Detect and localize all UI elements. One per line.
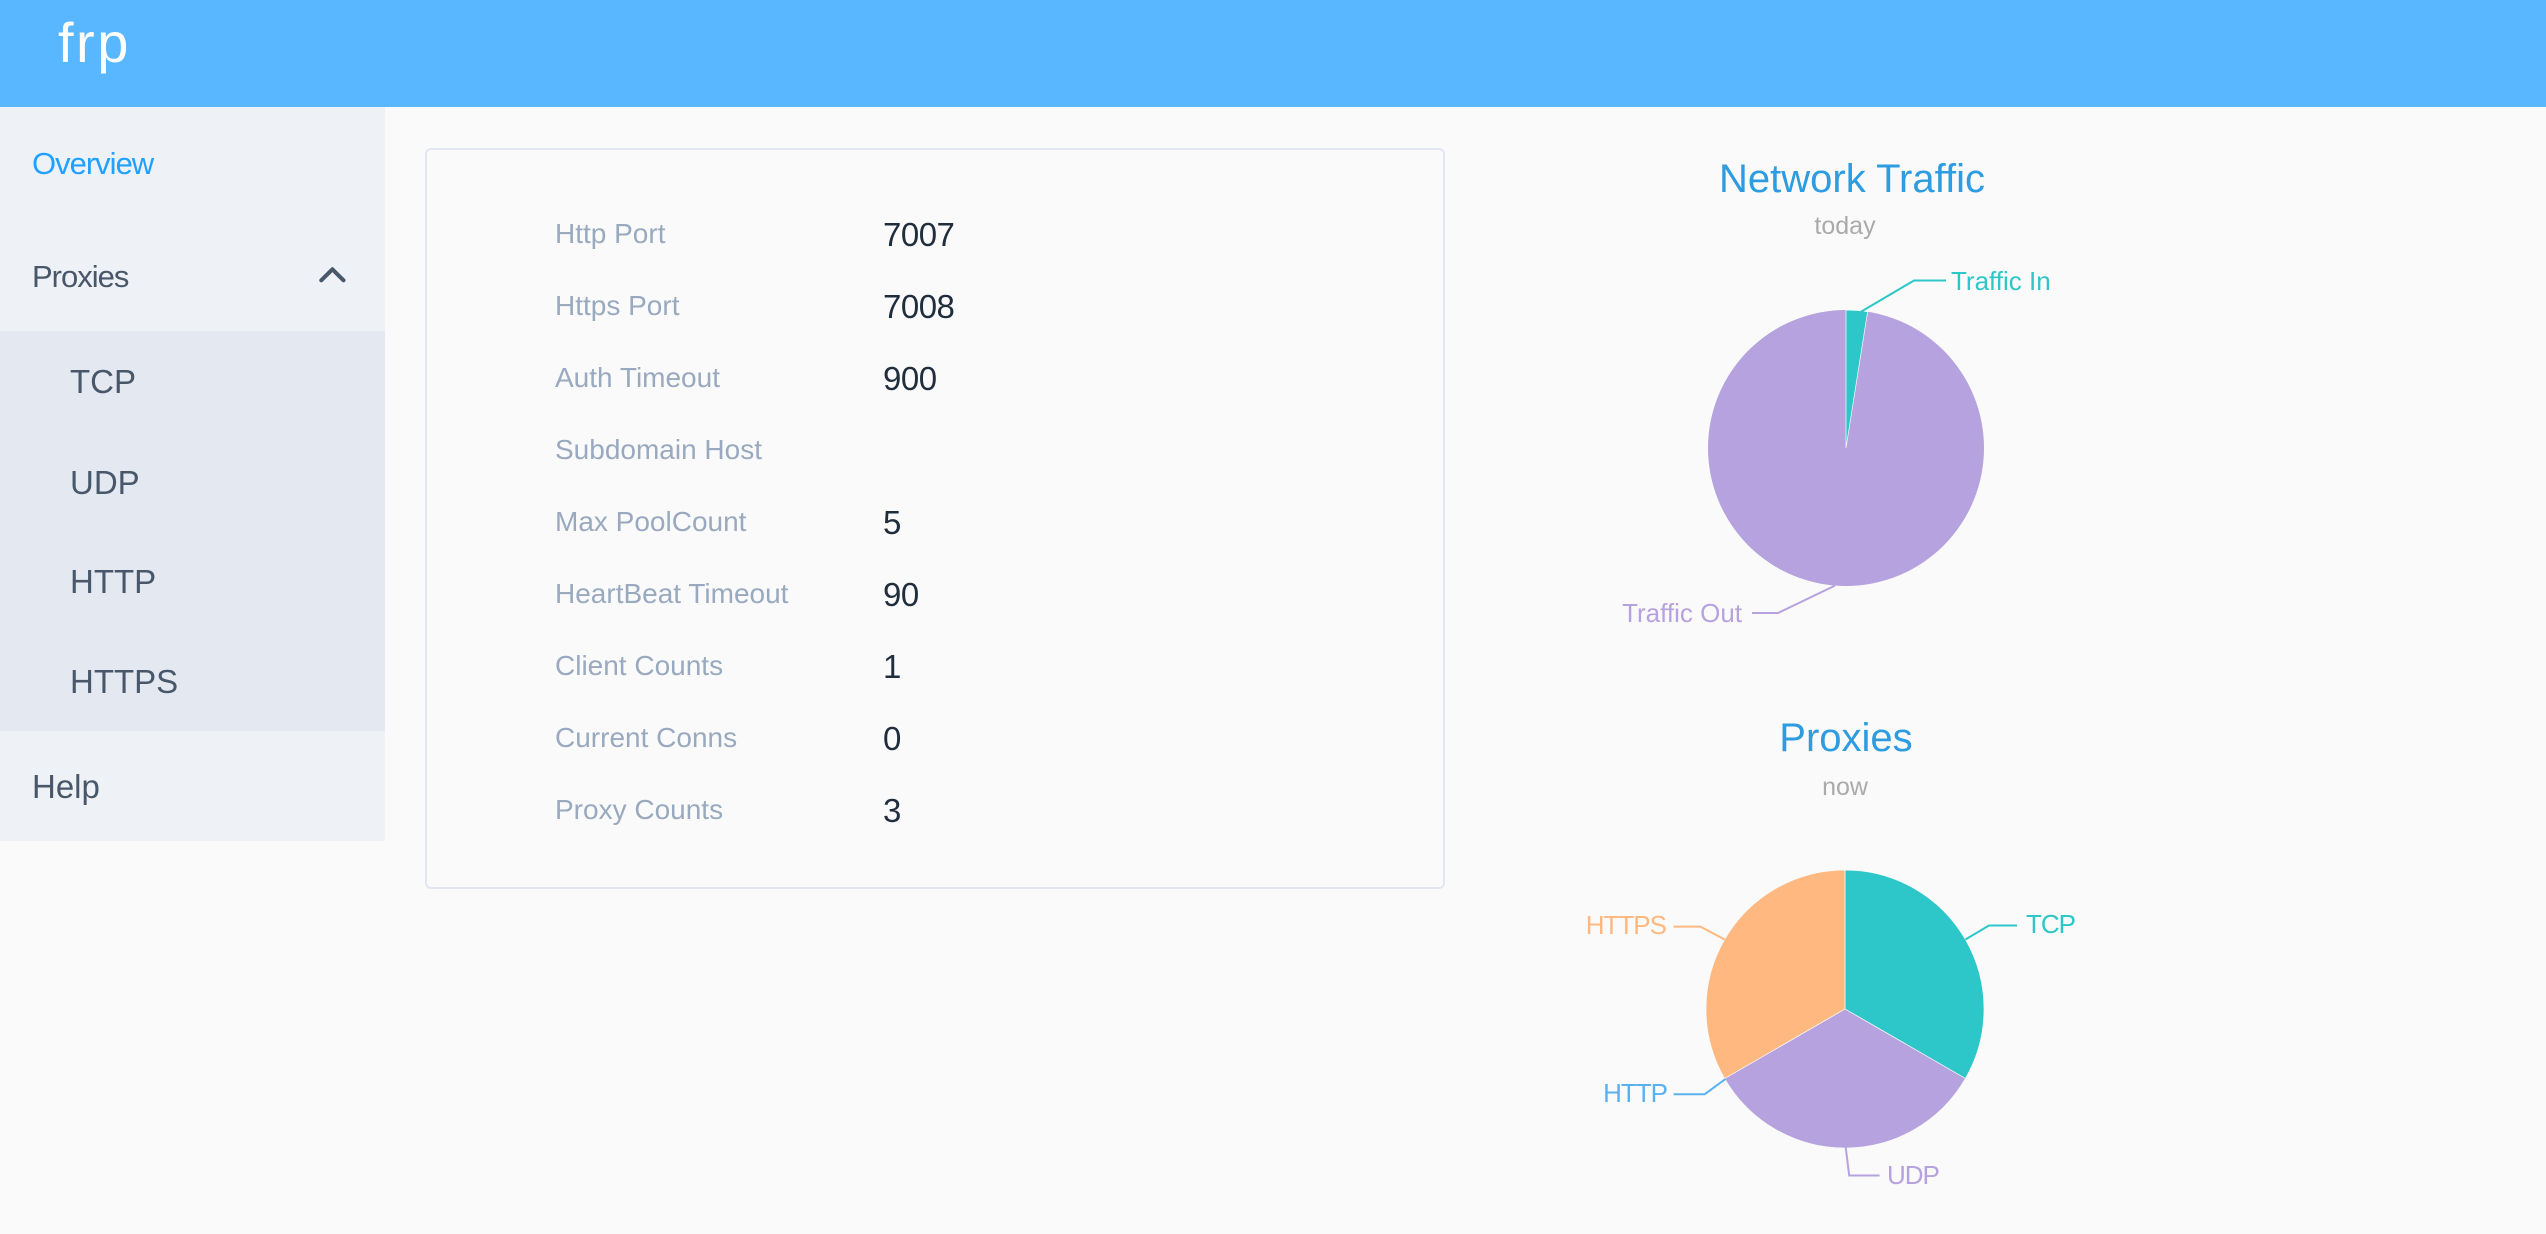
svg-text:Traffic In: Traffic In: [1951, 266, 2051, 296]
svg-text:Proxies: Proxies: [1779, 716, 1912, 760]
svg-text:UDP: UDP: [1887, 1160, 1939, 1190]
svg-text:Network Traffic: Network Traffic: [1719, 157, 1985, 201]
svg-text:HTTPS: HTTPS: [1586, 910, 1667, 940]
svg-text:now: now: [1822, 773, 1869, 801]
svg-text:HTTP: HTTP: [1603, 1078, 1667, 1108]
svg-text:today: today: [1814, 212, 1876, 240]
svg-text:Traffic Out: Traffic Out: [1622, 598, 1743, 628]
svg-text:TCP: TCP: [2026, 909, 2075, 939]
